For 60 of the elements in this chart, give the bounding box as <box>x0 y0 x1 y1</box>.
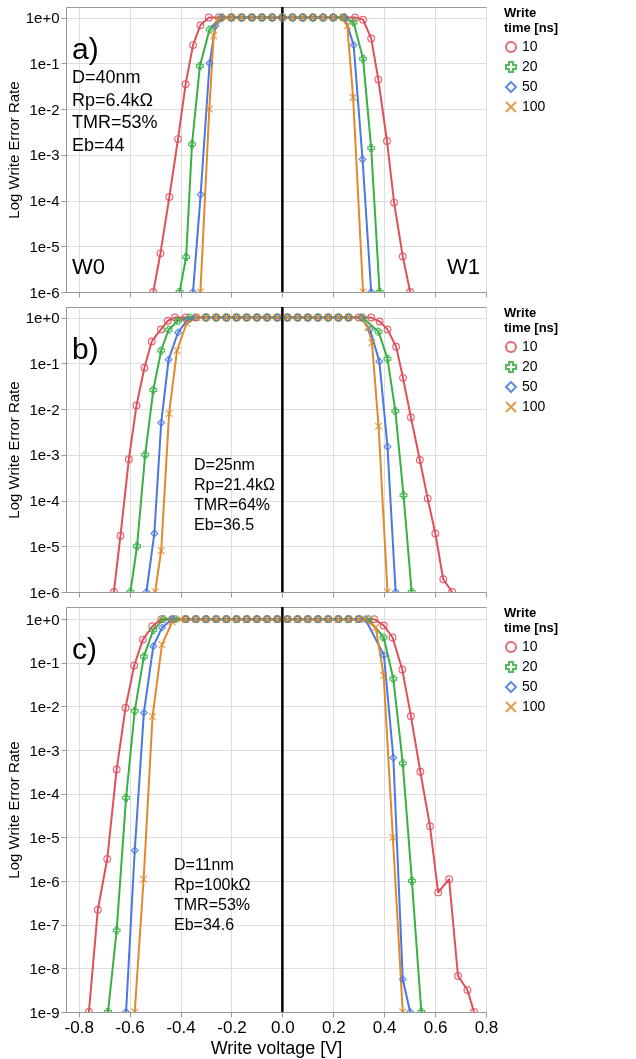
x-tick-label: 0.4 <box>372 1017 397 1037</box>
legend-label: 100 <box>522 698 546 714</box>
x-tick-label: -0.6 <box>115 1017 145 1037</box>
legend-label: 20 <box>522 658 538 674</box>
y-tick-label: 1e-3 <box>29 146 60 164</box>
legend-title: Write time [ns] <box>504 305 559 335</box>
legend-title: Write time [ns] <box>504 605 559 635</box>
y-tick-label: 1e-8 <box>29 959 60 977</box>
y-tick-label: 1e+0 <box>25 9 60 27</box>
y-tick-label: 1e-1 <box>29 354 60 372</box>
x-tick-label: -0.2 <box>217 1017 247 1037</box>
y-tick-label: 1e-5 <box>29 537 60 555</box>
y-tick-label: 1e-5 <box>29 828 60 846</box>
legend-label: 100 <box>522 98 546 114</box>
annotation: c) <box>72 632 97 665</box>
y-tick-label: 1e-1 <box>29 54 60 72</box>
y-tick-label: 1e-1 <box>29 654 60 672</box>
y-tick-label: 1e-2 <box>29 400 60 418</box>
x-tick-label: -0.4 <box>166 1017 196 1037</box>
x-tick-label: 0.0 <box>271 1017 295 1037</box>
y-tick-label: 1e-9 <box>29 1003 60 1021</box>
legend-title: Write time [ns] <box>504 5 559 35</box>
annotation: W0 <box>72 254 105 279</box>
y-tick-label: 1e+0 <box>25 309 60 327</box>
y-tick-label: 1e-3 <box>29 741 60 759</box>
y-tick-label: 1e-6 <box>29 583 60 601</box>
annotation: a) <box>72 32 99 65</box>
y-tick-label: 1e-4 <box>29 492 60 510</box>
legend-label: 20 <box>522 58 538 74</box>
annotation: b) <box>72 332 99 365</box>
x-tick-label: 0.8 <box>474 1017 499 1037</box>
y-tick-label: 1e-6 <box>29 283 60 301</box>
y-tick-label: 1e-4 <box>29 192 60 210</box>
legend-label: 10 <box>522 38 538 54</box>
legend-label: 100 <box>522 398 546 414</box>
y-tick-label: 1e+0 <box>25 610 60 628</box>
y-tick-label: 1e-3 <box>29 446 60 464</box>
x-tick-label: 0.6 <box>423 1017 448 1037</box>
y-tick-label: 1e-6 <box>29 872 60 890</box>
annotation: D=40nm Rp=6.4kΩ TMR=53% Eb=44 <box>72 67 158 155</box>
x-tick-label: 0.2 <box>321 1017 346 1037</box>
legend-label: 20 <box>522 358 538 374</box>
y-axis-title: Log Write Error Rate <box>4 381 22 519</box>
legend-label: 10 <box>522 638 538 654</box>
y-tick-label: 1e-4 <box>29 785 60 803</box>
annotation: D=11nm Rp=100kΩ TMR=53% Eb=34.6 <box>174 856 251 933</box>
y-axis-title: Log Write Error Rate <box>4 81 22 219</box>
y-tick-label: 1e-5 <box>29 237 60 255</box>
y-axis-title: Log Write Error Rate <box>4 741 22 879</box>
y-tick-label: 1e-7 <box>29 916 60 934</box>
y-tick-label: 1e-2 <box>29 100 60 118</box>
y-tick-label: 1e-2 <box>29 697 60 715</box>
x-axis-title: Write voltage [V] <box>210 1037 343 1058</box>
x-tick-label: -0.8 <box>64 1017 94 1037</box>
annotation: W1 <box>447 254 480 279</box>
legend-label: 50 <box>522 78 538 94</box>
annotation: D=25nm Rp=21.4kΩ TMR=64% Eb=36.5 <box>194 456 275 533</box>
legend-label: 50 <box>522 678 538 694</box>
legend-label: 50 <box>522 378 538 394</box>
legend-label: 10 <box>522 338 538 354</box>
